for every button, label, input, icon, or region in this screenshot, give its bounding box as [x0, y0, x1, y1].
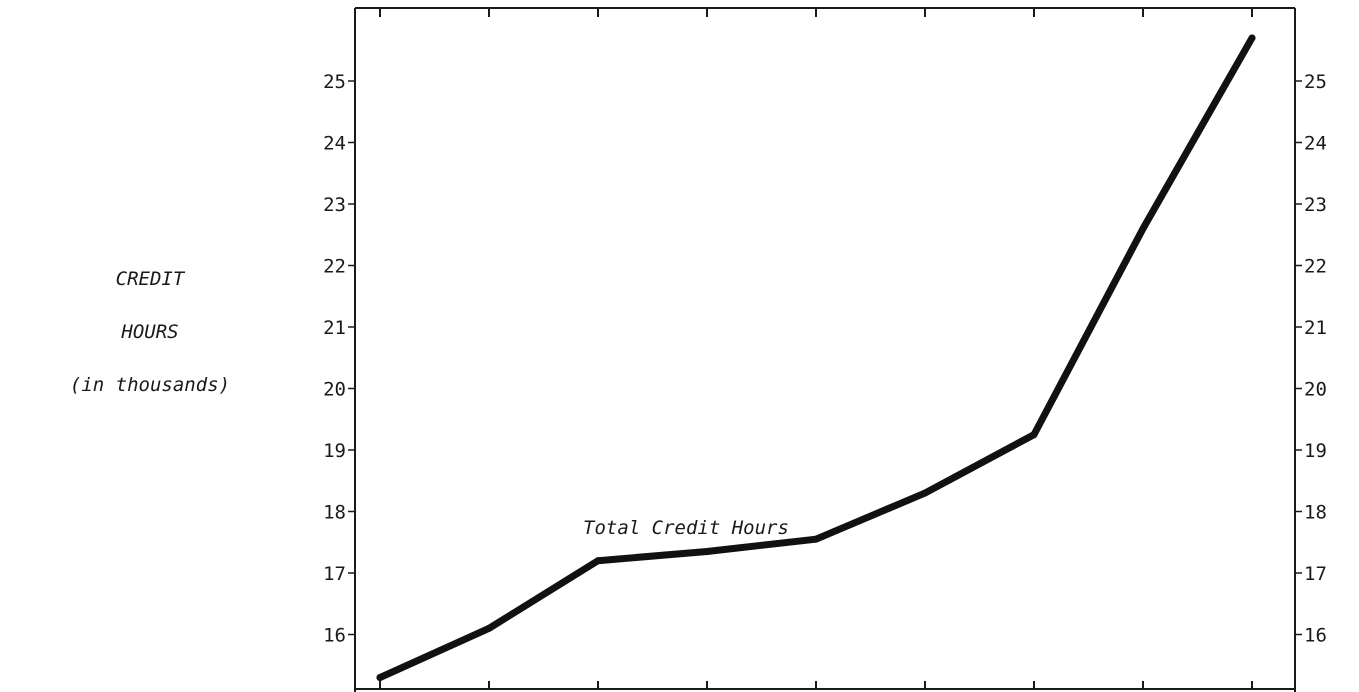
data-point-5 [921, 489, 929, 497]
series [376, 34, 1256, 682]
y-tick-label-left-21: 21 [323, 317, 346, 339]
data-point-1 [485, 624, 493, 632]
axes [354, 7, 1296, 692]
y-axis-title-line-1: CREDIT [115, 268, 185, 290]
series-line-0 [376, 34, 1256, 682]
y-tick-label-left-25: 25 [323, 71, 346, 93]
y-axis-title: CREDIT HOURS (in thousands) [0, 270, 300, 429]
y-tick-label-left-22: 22 [323, 256, 346, 278]
tick-labels: 16 16 17 17 18 18 19 19 20 20 21 21 22 22 23 23 24 24 25 25 [323, 71, 1327, 647]
y-tick-label-right-20: 20 [1304, 379, 1327, 401]
y-tick-label-right-19: 19 [1304, 440, 1327, 462]
y-tick-label-left-16: 16 [323, 625, 346, 647]
tick-marks [348, 8, 1302, 689]
y-axis-title-line-3: (in thousands) [69, 374, 231, 396]
data-point-6 [1030, 431, 1038, 439]
y-tick-label-right-16: 16 [1304, 625, 1327, 647]
y-tick-label-left-23: 23 [323, 194, 346, 216]
series-annotation: Total Credit Hours [583, 517, 789, 539]
data-point-7 [1139, 225, 1147, 233]
y-tick-label-right-23: 23 [1304, 194, 1327, 216]
y-tick-label-right-17: 17 [1304, 563, 1327, 585]
y-tick-label-left-20: 20 [323, 379, 346, 401]
y-tick-label-left-24: 24 [323, 133, 346, 155]
data-point-4 [812, 535, 820, 543]
data-point-0 [376, 674, 384, 682]
data-point-3 [703, 547, 711, 555]
y-tick-label-right-24: 24 [1304, 133, 1327, 155]
data-point-8 [1248, 34, 1256, 42]
y-tick-label-left-18: 18 [323, 502, 346, 524]
y-tick-label-right-21: 21 [1304, 317, 1327, 339]
y-tick-label-left-17: 17 [323, 563, 346, 585]
data-point-2 [594, 557, 602, 565]
y-axis-title-line-2: HOURS [121, 321, 179, 343]
y-tick-label-right-18: 18 [1304, 502, 1327, 524]
y-tick-label-left-19: 19 [323, 440, 346, 462]
y-tick-label-right-25: 25 [1304, 71, 1327, 93]
y-tick-label-right-22: 22 [1304, 256, 1327, 278]
